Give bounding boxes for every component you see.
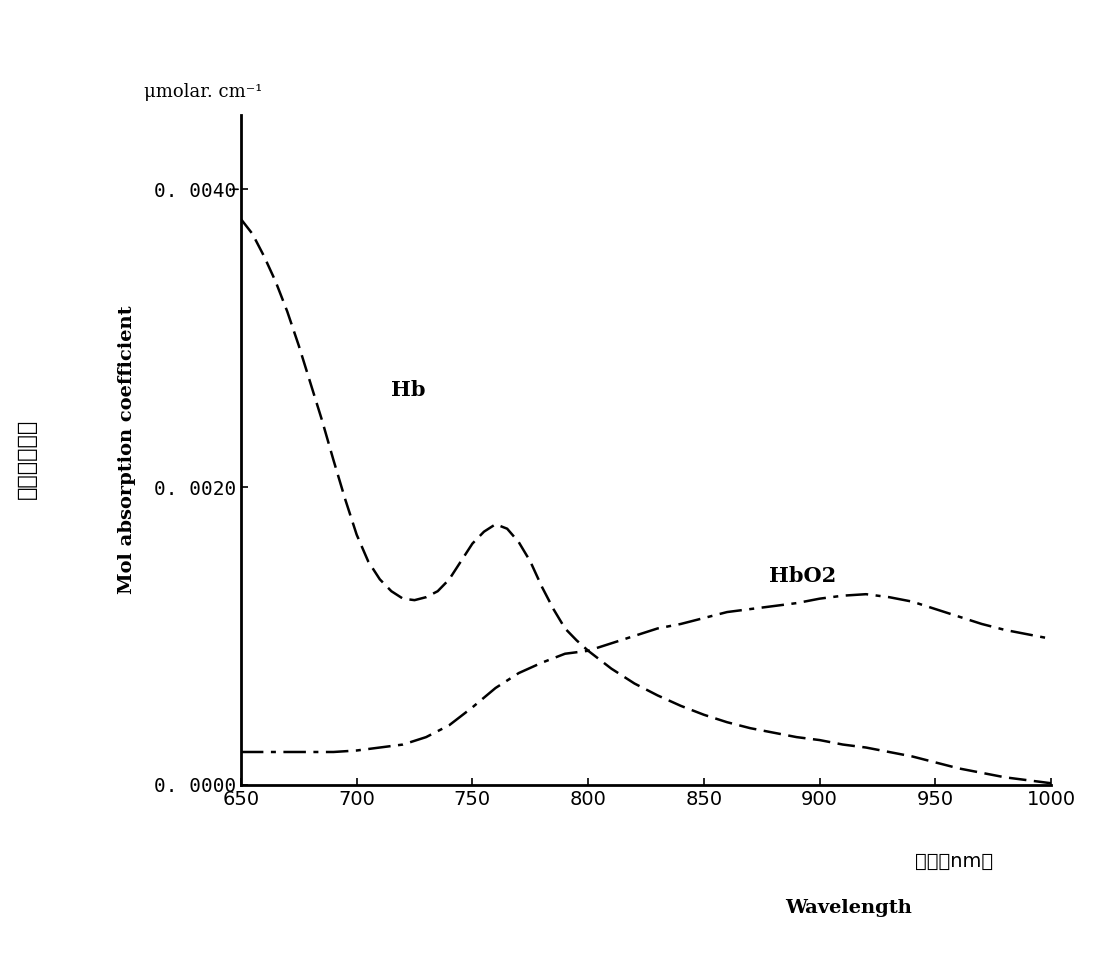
Text: Hb: Hb [391,380,426,400]
Text: Wavelength: Wavelength [785,899,912,917]
Text: μmolar. cm⁻¹: μmolar. cm⁻¹ [143,83,262,101]
Text: Mol absorption coefficient: Mol absorption coefficient [118,305,137,594]
Text: 摩尔吸光系数: 摩尔吸光系数 [18,419,37,500]
Text: HbO2: HbO2 [769,567,835,587]
Text: 波长（nm）: 波长（nm） [915,852,993,871]
